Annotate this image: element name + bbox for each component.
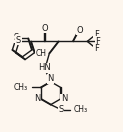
Text: N: N: [48, 74, 54, 83]
Text: CH: CH: [36, 49, 47, 58]
Text: CH₃: CH₃: [13, 83, 27, 92]
Text: F: F: [94, 30, 99, 39]
Text: CH₃: CH₃: [74, 105, 88, 114]
Text: N: N: [61, 94, 67, 103]
Text: O: O: [41, 24, 48, 33]
Text: S: S: [14, 33, 19, 42]
Text: S: S: [58, 105, 64, 114]
Text: F: F: [96, 37, 100, 46]
Text: O: O: [76, 26, 83, 35]
Text: F: F: [94, 44, 99, 53]
Text: HN: HN: [38, 63, 51, 72]
Text: N: N: [35, 94, 41, 103]
Text: S: S: [16, 36, 21, 45]
